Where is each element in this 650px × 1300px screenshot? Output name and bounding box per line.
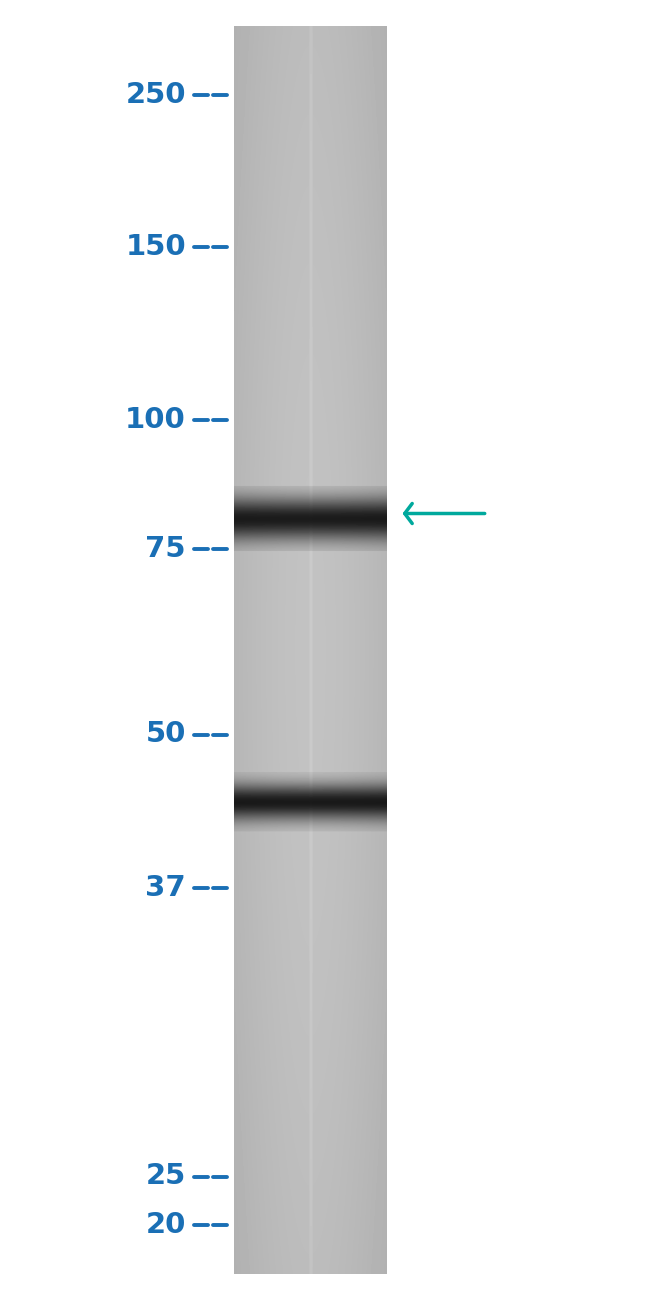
Text: 150: 150: [125, 233, 186, 261]
Text: 37: 37: [145, 874, 186, 902]
Text: 25: 25: [146, 1162, 186, 1191]
Text: 50: 50: [146, 720, 186, 749]
Text: 250: 250: [125, 81, 186, 109]
Text: 100: 100: [125, 406, 186, 434]
Text: 20: 20: [146, 1210, 186, 1239]
Text: 75: 75: [146, 534, 186, 563]
